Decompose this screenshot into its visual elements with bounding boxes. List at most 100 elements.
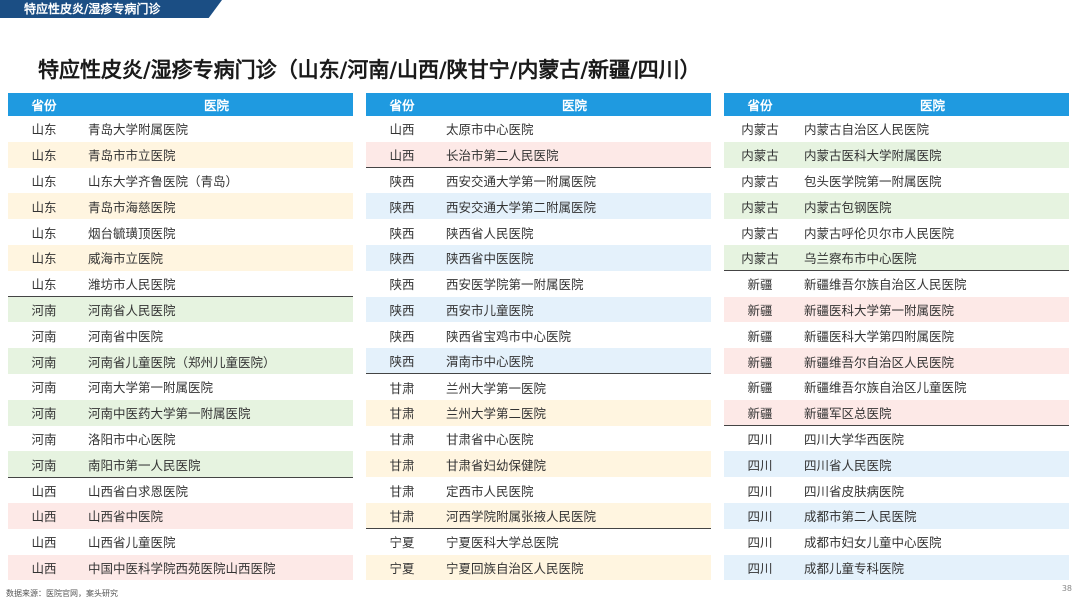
province-cell: 山西 — [31, 560, 57, 576]
province-cell: 四川 — [747, 483, 773, 499]
hospital-cell: 西安医学院第一附属医院 — [446, 277, 584, 293]
table-row: 甘肃 兰州大学第二医院 — [366, 399, 711, 426]
hospital-cell: 陕西省人民医院 — [446, 225, 534, 241]
province-cell: 河南 — [31, 406, 57, 422]
hospital-cell: 新疆医科大学第四附属医院 — [804, 328, 955, 344]
hospital-cell: 潍坊市人民医院 — [88, 276, 176, 292]
province-cell: 内蒙古 — [741, 148, 779, 164]
hospital-cell: 山西省白求恩医院 — [80, 476, 353, 503]
province-cell: 新疆 — [724, 270, 796, 297]
table-row: 陕西 西安交通大学第二附属医院 — [366, 193, 711, 220]
table-row: 四川 四川省人民医院 — [724, 451, 1069, 478]
province-cell: 山西 — [8, 476, 80, 503]
hospital-cell: 中国中医科学院西苑医院山西医院 — [88, 560, 276, 576]
table-row: 内蒙古 内蒙古包钢医院 — [724, 193, 1069, 220]
hospital-cell: 内蒙古自治区人民医院 — [804, 122, 930, 138]
province-cell: 陕西 — [389, 302, 415, 318]
province-cell: 山西 — [31, 535, 57, 551]
hospital-cell: 青岛大学附属医院 — [88, 122, 189, 138]
hospital-cell: 河南大学第一附属医院 — [88, 380, 214, 396]
hospital-cell: 青岛市海慈医院 — [88, 199, 176, 215]
hospital-cell: 成都市第二人民医院 — [804, 509, 917, 525]
province-header: 省份 — [8, 93, 80, 116]
data-source-note: 数据来源：医院官网，案头研究 — [6, 589, 118, 598]
table-row: 新疆 新疆维吾尔族自治区人民医院 — [724, 270, 1069, 297]
table-row: 陕西 渭南市中心医院 — [366, 348, 711, 374]
province-cell: 甘肃 — [389, 431, 415, 447]
hospital-cell: 内蒙古医科大学附属医院 — [804, 148, 942, 164]
province-cell: 山西 — [389, 122, 415, 138]
table-row: 宁夏 宁夏回族自治区人民医院 — [366, 554, 711, 581]
table-row: 山东 青岛市海慈医院 — [8, 193, 353, 220]
province-cell: 新疆 — [747, 354, 773, 370]
province-cell: 新疆 — [747, 302, 773, 318]
hospital-cell: 河南中医药大学第一附属医院 — [88, 406, 251, 422]
table-row: 新疆 新疆医科大学第四附属医院 — [724, 322, 1069, 349]
province-cell: 山东 — [31, 122, 57, 138]
table-row: 新疆 新疆维吾尔自治区人民医院 — [724, 348, 1069, 374]
page-number: 38 — [1061, 584, 1072, 593]
hospital-cell: 兰州大学第二医院 — [446, 406, 547, 422]
table-row: 山东 烟台毓璜顶医院 — [8, 219, 353, 245]
hospital-cell: 内蒙古包钢医院 — [804, 199, 892, 215]
table-row: 陕西 西安交通大学第一附属医院 — [366, 167, 711, 194]
table-row: 陕西 陕西省中医医院 — [366, 244, 711, 271]
hospital-cell: 南阳市第一人民医院 — [88, 457, 201, 473]
province-cell: 甘肃 — [389, 457, 415, 473]
hospital-cell: 四川省皮肤病医院 — [804, 483, 905, 499]
province-header: 省份 — [724, 93, 796, 116]
province-cell: 山东 — [31, 276, 57, 292]
hospital-cell: 成都市妇女儿童中心医院 — [804, 535, 942, 551]
table-row: 内蒙古 内蒙古医科大学附属医院 — [724, 141, 1069, 168]
table-row: 山西 中国中医科学院西苑医院山西医院 — [8, 554, 353, 581]
province-cell: 甘肃 — [389, 406, 415, 422]
province-cell: 陕西 — [389, 199, 415, 215]
hospital-cell: 烟台毓璜顶医院 — [88, 225, 176, 241]
hospital-cell: 河南省人民医院 — [80, 296, 353, 323]
hospital-cell: 西安交通大学第二附属医院 — [446, 199, 597, 215]
hospital-cell: 包头医学院第一附属医院 — [804, 173, 942, 189]
table-row: 陕西 陕西省宝鸡市中心医院 — [366, 322, 711, 349]
hospital-cell: 河西学院附属张掖人民医院 — [446, 509, 597, 525]
province-header: 省份 — [366, 93, 438, 116]
table-row: 河南 南阳市第一人民医院 — [8, 451, 353, 478]
hospital-cell: 陕西省中医医院 — [446, 251, 534, 267]
table-row: 新疆 新疆维吾尔族自治区儿童医院 — [724, 373, 1069, 400]
province-cell: 陕西 — [389, 328, 415, 344]
province-cell: 山西 — [31, 509, 57, 525]
province-cell: 四川 — [747, 509, 773, 525]
hospital-cell: 成都儿童专科医院 — [804, 560, 905, 576]
hospital-cell: 西安交通大学第一附属医院 — [438, 167, 711, 194]
province-cell: 四川 — [747, 560, 773, 576]
hospital-cell: 青岛市市立医院 — [88, 148, 176, 164]
table-row: 四川 成都市妇女儿童中心医院 — [724, 528, 1069, 555]
province-cell: 山东 — [31, 199, 57, 215]
hospital-cell: 河南省中医院 — [88, 328, 164, 344]
province-cell: 甘肃 — [389, 483, 415, 499]
table-row: 山西 太原市中心医院 — [366, 116, 711, 142]
table-row: 内蒙古 内蒙古呼伦贝尔市人民医院 — [724, 219, 1069, 245]
table-row: 山东 山东大学齐鲁医院（青岛） — [8, 167, 353, 194]
hospital-cell: 宁夏回族自治区人民医院 — [446, 560, 584, 576]
hospital-cell: 甘肃省中心医院 — [446, 431, 534, 447]
table-row: 河南 河南中医药大学第一附属医院 — [8, 399, 353, 426]
hospital-cell: 河南省儿童医院（郑州儿童医院） — [88, 354, 276, 370]
province-cell: 内蒙古 — [741, 173, 779, 189]
province-cell: 甘肃 — [389, 509, 415, 525]
hospital-cell: 四川省人民医院 — [804, 457, 892, 473]
province-cell: 山东 — [31, 148, 57, 164]
province-cell: 陕西 — [389, 225, 415, 241]
table-row: 河南 河南省儿童医院（郑州儿童医院） — [8, 348, 353, 374]
hospital-cell: 新疆维吾尔族自治区儿童医院 — [804, 380, 967, 396]
hospital-table-2: 省份 医院 山西 太原市中心医院 山西 长治市第二人民医院 陕西 西安交通大学第一附属医院… — [366, 93, 711, 581]
table-row: 甘肃 河西学院附属张掖人民医院 — [366, 502, 711, 529]
table-row: 山东 青岛市市立医院 — [8, 141, 353, 168]
hospital-cell: 兰州大学第一医院 — [438, 373, 711, 400]
table-row: 四川 成都市第二人民医院 — [724, 502, 1069, 529]
province-cell: 陕西 — [389, 277, 415, 293]
province-cell: 新疆 — [747, 405, 773, 421]
hospital-cell: 长治市第二人民医院 — [446, 147, 559, 163]
page-title: 特应性皮炎/湿疹专病门诊（山东/河南/山西/陕甘宁/内蒙古/新疆/四川） — [38, 58, 701, 82]
province-cell: 河南 — [31, 457, 57, 473]
hospital-cell: 渭南市中心医院 — [446, 354, 534, 370]
